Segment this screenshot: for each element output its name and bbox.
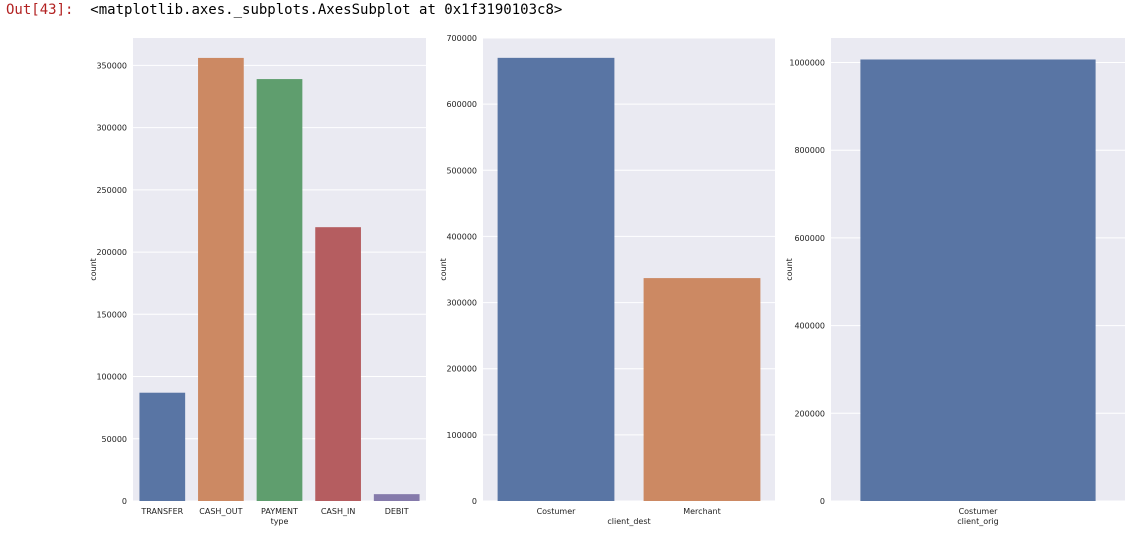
y-tick-label: 300000 (96, 124, 127, 133)
x-tick-label: Costumer (537, 507, 577, 516)
x-axis-label: client_orig (957, 517, 998, 526)
y-axis-label: count (89, 258, 98, 281)
x-tick-label: TRANSFER (140, 507, 183, 516)
x-axis-label: type (271, 517, 289, 526)
x-tick-label: CASH_IN (321, 507, 356, 516)
y-tick-label: 1000000 (789, 59, 825, 68)
y-tick-label: 200000 (446, 365, 477, 374)
x-tick-label: DEBIT (385, 507, 409, 516)
output-prompt: Out[43]: (6, 2, 74, 18)
y-tick-label: 700000 (446, 34, 477, 43)
y-tick-label: 200000 (794, 409, 825, 418)
y-tick-label: 300000 (446, 299, 477, 308)
x-tick-label: Costumer (959, 507, 999, 516)
y-tick-label: 250000 (96, 186, 127, 195)
y-axis-label: count (439, 258, 448, 281)
x-axis-label: client_dest (607, 517, 650, 526)
bar-costumer (497, 57, 615, 501)
bar-merchant (643, 278, 761, 501)
x-tick-label: Merchant (683, 507, 721, 516)
y-tick-label: 350000 (96, 61, 127, 70)
y-axis-label: count (785, 258, 794, 281)
y-tick-label: 100000 (446, 431, 477, 440)
y-tick-label: 500000 (446, 166, 477, 175)
y-tick-label: 800000 (794, 146, 825, 155)
y-tick-label: 200000 (96, 248, 127, 257)
y-tick-label: 400000 (446, 232, 477, 241)
x-tick-label: PAYMENT (261, 507, 298, 516)
bar-cash-out (198, 57, 244, 502)
bar-debit (373, 494, 420, 501)
bar-payment (256, 79, 303, 502)
y-tick-label: 0 (820, 497, 825, 506)
bar-cash-in (315, 227, 361, 501)
output-text: <matplotlib.axes._subplots.AxesSubplot a… (90, 2, 563, 18)
x-tick-label: CASH_OUT (199, 507, 242, 516)
y-tick-label: 100000 (96, 373, 127, 382)
y-tick-label: 600000 (794, 234, 825, 243)
y-tick-label: 400000 (794, 322, 825, 331)
y-tick-label: 0 (472, 497, 477, 506)
bar-costumer (860, 59, 1096, 502)
y-tick-label: 150000 (96, 310, 127, 319)
output-line: Out[43]: <matplotlib.axes._subplots.Axes… (6, 2, 562, 18)
y-tick-label: 600000 (446, 100, 477, 109)
bar-transfer (139, 392, 186, 501)
y-tick-label: 50000 (102, 435, 127, 444)
y-tick-label: 0 (122, 497, 127, 506)
